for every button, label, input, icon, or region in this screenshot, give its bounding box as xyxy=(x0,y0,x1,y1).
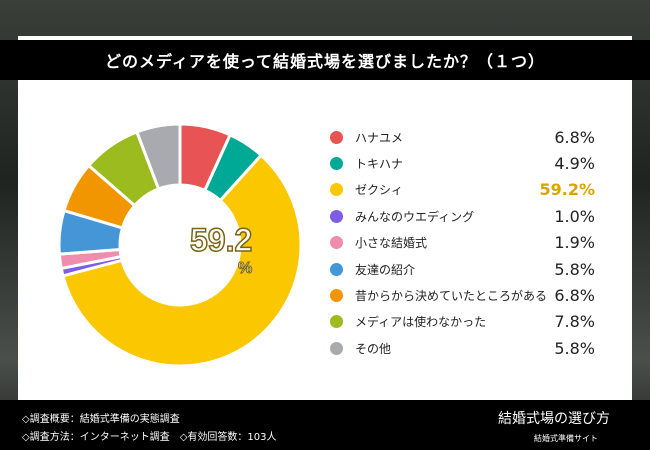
legend-item: ゼクシィ 59.2% xyxy=(330,177,595,203)
legend-item: ハナユメ 6.8% xyxy=(330,124,595,150)
legend-item: トキハナ 4.9% xyxy=(330,150,595,176)
legend-value: 6.8% xyxy=(554,286,595,306)
legend-value: 5.8% xyxy=(554,338,595,358)
legend-item: みんなのウエディング 1.0% xyxy=(330,203,595,229)
legend-color-dot xyxy=(330,236,343,250)
legend-color-dot xyxy=(330,289,343,303)
legend-item: 小さな結婚式 1.9% xyxy=(330,230,595,256)
legend-value: 1.9% xyxy=(554,233,595,253)
legend-item: その他 5.8% xyxy=(330,335,595,361)
center-value: 59.2 xyxy=(189,221,253,259)
legend-color-dot xyxy=(330,315,343,329)
legend-value: 5.8% xyxy=(554,259,595,279)
brand-subtitle: 結婚式準備サイト xyxy=(534,434,598,443)
legend-color-dot xyxy=(330,183,343,197)
legend-label: トキハナ xyxy=(355,157,404,172)
center-unit: % xyxy=(237,260,253,278)
legend-item: メディアは使わなかった 7.8% xyxy=(330,309,595,335)
legend-label: 昔からから決めていたところがある xyxy=(355,289,548,304)
legend-label: 小さな結婚式 xyxy=(355,236,428,251)
legend-color-dot xyxy=(330,209,343,223)
legend-color-dot xyxy=(330,262,343,276)
footer: ◇調査概要：結婚式準備の実態調査 ◇調査方法：インターネット調査 ◇有効回答数：… xyxy=(0,400,650,450)
legend-label: メディアは使わなかった xyxy=(355,315,487,330)
brand-name: 結婚式場の選び方 xyxy=(498,411,610,427)
legend-color-dot xyxy=(330,341,343,355)
legend-value: 4.9% xyxy=(554,154,595,174)
legend-label: ゼクシィ xyxy=(355,183,404,198)
survey-method: ◇調査方法：インターネット調査 ◇有効回答数：103人 xyxy=(22,432,277,443)
legend-label: その他 xyxy=(355,341,392,356)
legend-value: 1.0% xyxy=(554,206,595,226)
legend-color-dot xyxy=(330,130,343,144)
donut-slice xyxy=(61,153,303,368)
legend-value: 59.2% xyxy=(539,180,595,200)
legend-label: 友達の紹介 xyxy=(355,262,416,277)
survey-summary: ◇調査概要：結婚式準備の実態調査 xyxy=(22,414,180,425)
legend-value: 7.8% xyxy=(554,312,595,332)
donut-slice xyxy=(134,122,182,191)
legend-label: みんなのウエディング xyxy=(355,209,475,224)
legend-item: 友達の紹介 5.8% xyxy=(330,256,595,282)
legend-color-dot xyxy=(330,157,343,171)
legend-value: 6.8% xyxy=(554,127,595,147)
legend-item: 昔からから決めていたところがある 6.8% xyxy=(330,282,595,308)
chart-title: どのメディアを使って結婚式場を選びましたか？（１つ） xyxy=(0,40,650,80)
legend-label: ハナユメ xyxy=(355,130,404,145)
legend: ハナユメ 6.8% トキハナ 4.9% ゼクシィ 59.2% みんなのウエディング 1.0% 小… xyxy=(330,124,595,362)
